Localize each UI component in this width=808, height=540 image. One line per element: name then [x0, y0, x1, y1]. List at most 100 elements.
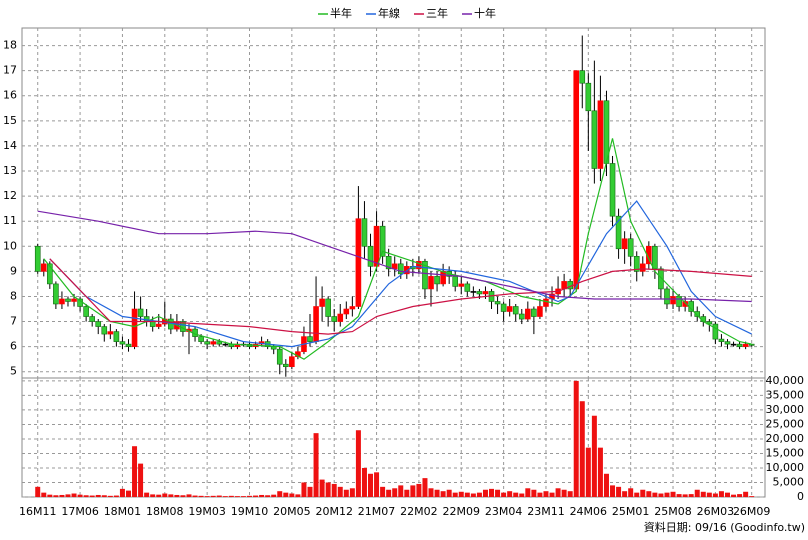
volume-bar	[567, 491, 573, 497]
y2-tick-label: 40,000	[766, 374, 805, 387]
volume-bar	[198, 495, 204, 497]
y2-tick-label: 35,000	[766, 388, 805, 401]
volume-bar	[47, 494, 53, 497]
volume-bar	[446, 489, 452, 497]
candle-body	[361, 218, 368, 247]
candle-body	[652, 245, 658, 270]
candle-body	[210, 341, 216, 345]
volume-bar	[573, 380, 579, 497]
legend-label: 半年	[330, 6, 352, 20]
candle-body	[331, 316, 338, 322]
y2-tick-label: 25,000	[766, 417, 805, 430]
y2-tick-label: 15,000	[766, 446, 805, 459]
volume-bar	[664, 492, 670, 497]
candle-body	[319, 298, 325, 307]
candle-body	[113, 331, 120, 342]
volume-bar	[101, 495, 107, 497]
candle-body	[464, 283, 471, 292]
y2-tick-label: 0	[797, 490, 804, 503]
y-tick-label: 9	[10, 264, 17, 277]
volume-bar	[476, 492, 482, 497]
candle-body	[101, 326, 108, 335]
volume-bar	[610, 485, 616, 497]
candle-body	[149, 321, 156, 327]
volume-bar	[246, 495, 252, 497]
volume-bar	[65, 494, 71, 497]
candle-body	[518, 313, 525, 320]
volume-bar	[700, 491, 706, 497]
candle-body	[537, 306, 543, 317]
volume-bar	[428, 488, 434, 497]
candle-body	[633, 256, 640, 272]
candle-body	[270, 346, 277, 350]
candle-body	[385, 256, 392, 270]
volume-bar	[652, 492, 658, 497]
x-tick-label: 16M11	[19, 505, 57, 518]
candle-body	[313, 306, 319, 342]
candle-body	[482, 291, 489, 295]
volume-bar	[125, 490, 131, 497]
candle-body	[512, 306, 519, 315]
x-tick-label: 24M06	[570, 505, 608, 518]
volume-bar	[41, 492, 47, 497]
volume-bar	[319, 479, 325, 497]
volume-bar	[307, 486, 313, 497]
candle-body	[458, 283, 465, 287]
candle-body	[615, 215, 622, 250]
volume-bar	[271, 494, 277, 497]
volume-bar	[331, 483, 337, 497]
volume-bar	[204, 496, 210, 497]
y-tick-label: 6	[10, 340, 17, 353]
volume-bar	[482, 489, 488, 497]
candle-body	[216, 341, 223, 345]
volume-bar	[640, 489, 646, 497]
volume-bar	[440, 491, 446, 497]
volume-bar	[513, 492, 519, 497]
volume-bar	[216, 495, 222, 497]
volume-bar	[525, 488, 531, 497]
y-tick-label: 12	[3, 189, 17, 202]
candle-body	[670, 296, 676, 305]
candle-body	[83, 306, 89, 317]
candle-body	[428, 276, 434, 290]
legend-label: 三年	[426, 6, 448, 20]
candle-body	[658, 268, 664, 290]
volume-bar	[422, 478, 428, 497]
volume-bar	[410, 485, 416, 497]
volume-bar	[343, 489, 349, 497]
candle-body	[343, 308, 350, 315]
volume-bar	[537, 492, 543, 497]
volume-bar	[95, 494, 101, 497]
volume-bar	[628, 488, 634, 497]
candle-body	[718, 338, 725, 342]
candle-body	[137, 308, 144, 317]
volume-bar	[53, 495, 59, 497]
y-tick-label: 18	[3, 39, 17, 52]
volume-bar	[489, 488, 495, 497]
volume-bar	[464, 492, 470, 497]
volume-bar	[579, 401, 585, 497]
volume-bar	[718, 491, 724, 497]
volume-bar	[392, 488, 398, 497]
source-note: 資料日期: 09/16 (Goodinfo.tw)	[644, 520, 805, 534]
volume-bar	[89, 495, 95, 497]
volume-bar	[749, 496, 755, 497]
volume-bar	[192, 495, 198, 497]
volume-bar	[555, 488, 561, 497]
candle-body	[373, 225, 380, 267]
candle-body	[131, 308, 138, 347]
x-tick-label: 21M07	[358, 505, 396, 518]
volume-bar	[561, 489, 567, 497]
volume-bar	[150, 494, 156, 497]
x-tick-label: 19M10	[231, 505, 269, 518]
candle-body	[591, 110, 598, 169]
y-tick-label: 17	[3, 64, 17, 77]
candle-body	[506, 306, 513, 312]
x-tick-label: 23M11	[527, 505, 565, 518]
candle-body	[40, 263, 47, 272]
volume-bar	[737, 494, 743, 497]
x-tick-label: 19M03	[188, 505, 226, 518]
volume-bar	[519, 493, 525, 497]
y2-tick-label: 20,000	[766, 432, 805, 445]
